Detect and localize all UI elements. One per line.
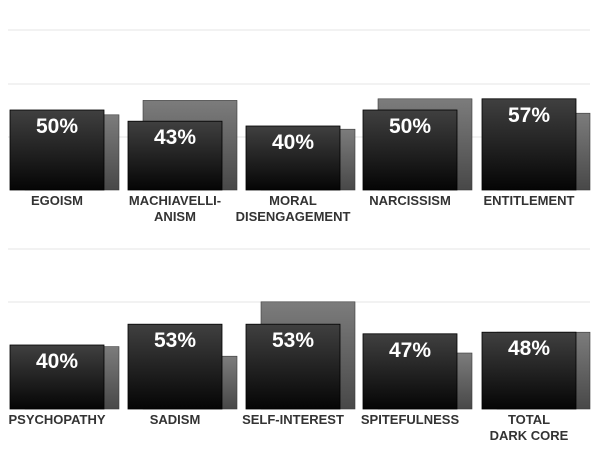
category-label: EGOISM xyxy=(31,193,83,208)
category-label: ENTITLEMENT xyxy=(484,193,575,208)
category-label: PSYCHOPATHY xyxy=(8,412,105,427)
score-bar xyxy=(9,109,105,191)
score-bar xyxy=(9,344,105,410)
category-label: MACHIAVELLI-ANISM xyxy=(129,193,221,224)
score-bar xyxy=(245,323,341,410)
data-label: 53% xyxy=(154,329,196,352)
data-label: 57% xyxy=(508,104,550,127)
data-label: 48% xyxy=(508,337,550,360)
data-label: 53% xyxy=(272,329,314,352)
data-label: 50% xyxy=(36,115,78,138)
data-label: 40% xyxy=(36,350,78,373)
category-label: SELF-INTEREST xyxy=(242,412,344,427)
category-label: NARCISSISM xyxy=(369,193,451,208)
category-label: SPITEFULNESS xyxy=(361,412,460,427)
score-bar xyxy=(362,109,458,191)
score-bar xyxy=(127,120,223,191)
data-label: 50% xyxy=(389,115,431,138)
data-label: 47% xyxy=(389,339,431,362)
score-bar xyxy=(245,125,341,191)
chart-panel-top: 50% EGOISM 43% MACHIAVELLI-ANISM 40% MORAL DIS… xyxy=(8,29,591,224)
score-bar xyxy=(481,98,577,191)
data-label: 43% xyxy=(154,126,196,149)
data-label: 40% xyxy=(272,131,314,154)
category-label: SADISM xyxy=(150,412,201,427)
category-label: MORAL DISENGAGEMENT xyxy=(236,193,351,224)
score-bar xyxy=(362,333,458,410)
score-bar xyxy=(481,331,577,410)
chart-panel-bottom: 40% PSYCHOPATHY 53% SADISM 53% SELF-INTEREST 4… xyxy=(8,248,591,443)
category-label: TOTAL DARK CORE xyxy=(490,412,569,443)
score-bar xyxy=(127,323,223,410)
